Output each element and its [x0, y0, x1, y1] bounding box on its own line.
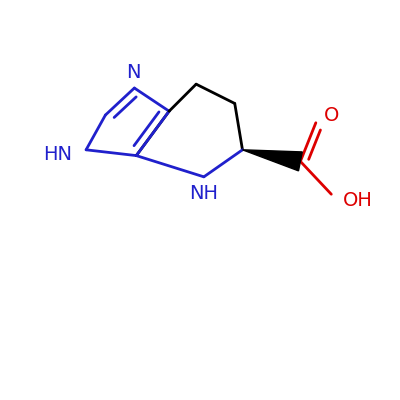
Polygon shape: [242, 150, 302, 171]
Text: OH: OH: [343, 190, 373, 210]
Text: O: O: [324, 106, 339, 124]
Text: HN: HN: [44, 145, 72, 164]
Text: NH: NH: [189, 184, 218, 203]
Text: N: N: [126, 63, 141, 82]
